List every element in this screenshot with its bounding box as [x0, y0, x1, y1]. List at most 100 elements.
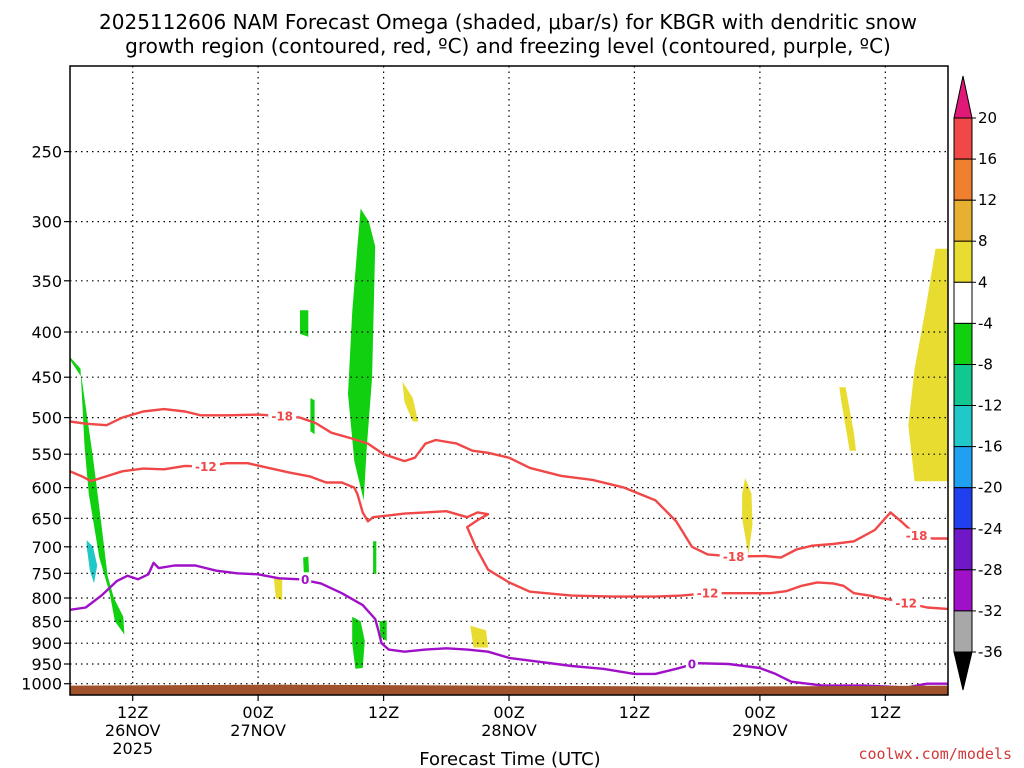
colorbar-label: 4 [978, 273, 988, 291]
contour-label: -18 [723, 550, 745, 564]
x-tick-label: 12Z [368, 703, 399, 722]
colorbar-segment [953, 117, 973, 160]
colorbar-segment [953, 364, 973, 407]
contour-label: 0 [688, 658, 696, 672]
colorbar-label: -32 [978, 602, 1003, 620]
omega-area [352, 616, 365, 669]
colorbar-segment [953, 446, 973, 489]
x-tick-label: 26NOV [105, 721, 161, 740]
x-tick-label: 27NOV [230, 721, 286, 740]
y-tick-label: 850 [31, 612, 62, 631]
contour-label-bg [719, 549, 748, 564]
omega-area [742, 477, 753, 555]
contour-label: -18 [271, 410, 293, 424]
colorbar-segment [953, 487, 973, 530]
freezing-level-line [70, 561, 948, 689]
y-tick-label: 1000 [21, 675, 62, 694]
contour-label: -12 [195, 460, 217, 474]
colorbar-label: -8 [978, 356, 993, 374]
omega-area [348, 208, 376, 501]
omega-area [310, 398, 315, 435]
contour-label-bg [892, 595, 921, 610]
colorbar-segment [953, 405, 973, 448]
colorbar-label: -24 [978, 520, 1003, 538]
y-tick-label: 700 [31, 538, 62, 557]
omega-area [402, 381, 419, 422]
colorbar-segment [953, 240, 973, 283]
x-tick-label: 28NOV [481, 721, 537, 740]
x-tick-label: 29NOV [732, 721, 788, 740]
chart-title-line-1: 2025112606 NAM Forecast Omega (shaded, μ… [99, 10, 917, 34]
omega-area [379, 620, 387, 642]
colorbar-label: 8 [978, 232, 988, 250]
gridlines [70, 66, 948, 695]
terrain-fill [70, 684, 948, 695]
colorbar-label: -12 [978, 397, 1003, 415]
y-tick-label: 250 [31, 143, 62, 162]
y-tick-label: 500 [31, 409, 62, 428]
colorbar-segment [953, 281, 973, 324]
contour-label-bg [299, 572, 312, 587]
colorbar-label: 12 [978, 191, 997, 209]
credit-text: coolwx.com/models [858, 745, 1012, 763]
y-tick-label: 450 [31, 368, 62, 387]
x-tick-label: 12Z [619, 703, 650, 722]
y-tick-label: 900 [31, 634, 62, 653]
omega-area [470, 625, 489, 648]
omega-shading-layer [70, 208, 948, 669]
colorbar-label: -16 [978, 438, 1003, 456]
colorbar-segment [953, 158, 973, 201]
chart-title-line-2: growth region (contoured, red, ºC) and f… [125, 34, 891, 58]
y-tick-label: 650 [31, 509, 62, 528]
colorbar-label: -4 [978, 314, 993, 332]
omega-area [839, 387, 856, 451]
y-tick-label: 550 [31, 445, 62, 464]
y-tick-label: 350 [31, 272, 62, 291]
colorbar-bottom-triangle [953, 651, 973, 691]
x-tick-label: 00Z [242, 703, 273, 722]
y-tick-label: 300 [31, 213, 62, 232]
y-axis: 250 300 350 400 450 500 550 600 650 700 750 800 850 9… [21, 143, 70, 694]
contour-label: -12 [895, 596, 917, 610]
colorbar-label: -28 [978, 561, 1003, 579]
x-tick-label: 12Z [870, 703, 901, 722]
colorbar-top-triangle [953, 75, 973, 119]
contour-layer [70, 407, 948, 689]
omega-area [300, 310, 309, 337]
colorbar-segment [953, 322, 973, 365]
omega-area [373, 541, 377, 575]
contour-label: 0 [301, 573, 309, 587]
colorbar-label: 20 [978, 109, 997, 127]
colorbar-segment [953, 199, 973, 242]
y-tick-label: 800 [31, 589, 62, 608]
y-tick-label: 750 [31, 564, 62, 583]
colorbar-segment [953, 610, 973, 653]
dgz-contour-line [70, 407, 948, 559]
x-tick-label: 2025 [112, 739, 153, 758]
contour-label: -18 [906, 529, 928, 543]
y-tick-label: 600 [31, 479, 62, 498]
omega-area [908, 248, 948, 482]
omega-area [86, 540, 98, 584]
omega-area [273, 578, 283, 601]
x-tick-label: 00Z [744, 703, 775, 722]
x-tick-label: 12Z [117, 703, 148, 722]
x-axis-title: Forecast Time (UTC) [419, 749, 600, 768]
y-tick-label: 400 [31, 323, 62, 342]
contour-label-bg [191, 459, 220, 474]
contour-label: -12 [697, 587, 719, 601]
contour-labels: -18 -18 -18 -12 -12 -12 0 0 [191, 409, 931, 672]
colorbar-label: 16 [978, 150, 997, 168]
contour-label-bg [693, 586, 722, 601]
colorbar-segment [953, 569, 973, 612]
contour-label-bg [902, 528, 931, 543]
colorbar-segment [953, 528, 973, 571]
omega-area [70, 357, 125, 635]
colorbar-label: -36 [978, 643, 1003, 661]
colorbar: 20 16 12 8 4 -4 -8 -12 -16 -20 -24 -28 -32 -36 [953, 75, 1003, 691]
plot-area [70, 66, 948, 695]
colorbar-label: -20 [978, 479, 1003, 497]
y-tick-label: 950 [31, 655, 62, 674]
